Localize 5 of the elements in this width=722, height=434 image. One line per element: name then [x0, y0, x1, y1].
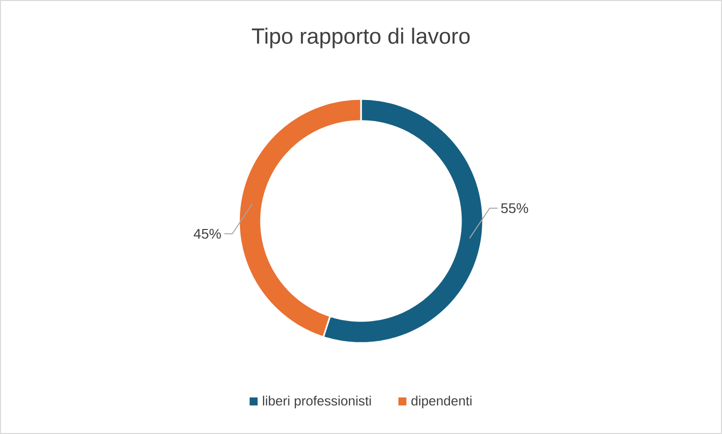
chart-title: Tipo rapporto di lavoro	[252, 28, 470, 48]
legend-label: dipendenti	[411, 396, 472, 408]
legend-label: liberi professionisti	[262, 396, 371, 408]
data-label: 45%	[194, 228, 221, 239]
data-label: 55%	[501, 203, 528, 214]
